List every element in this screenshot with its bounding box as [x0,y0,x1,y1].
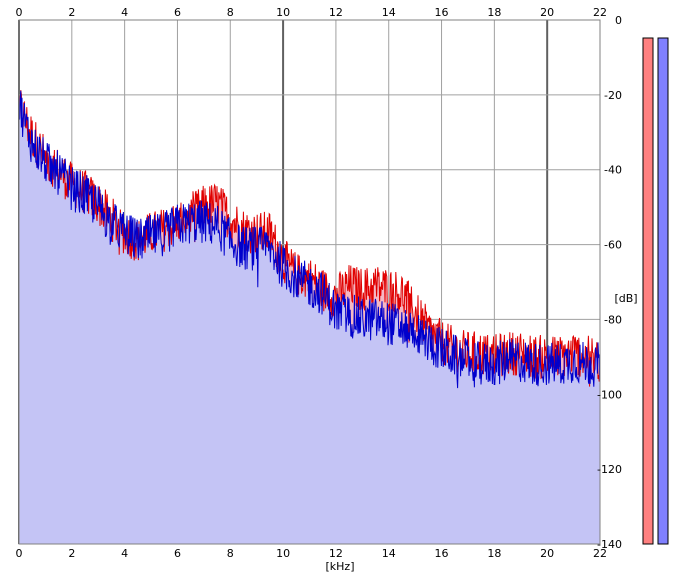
x-tick-label-bottom: 20 [540,547,554,560]
spectrum-areas [19,90,600,545]
x-tick-label-bottom: 8 [227,547,234,560]
x-axis-label: [kHz] [326,560,355,573]
x-tick-label-bottom: 2 [68,547,75,560]
x-tick-label-top: 14 [382,6,396,19]
x-tick-label-bottom: 4 [121,547,128,560]
x-tick-label-bottom: 16 [435,547,449,560]
y-tick-label: -120 [597,463,622,476]
y-tick-label: -60 [604,239,622,252]
level-meters [642,37,669,545]
y-axis-label: [dB] [614,292,637,305]
y-tick-label: 0 [615,14,622,27]
x-tick-label-top: 2 [68,6,75,19]
x-tick-label-top: 0 [16,6,23,19]
x-tick-label-bottom: 0 [16,547,23,560]
x-tick-label-top: 4 [121,6,128,19]
left-level-meter [642,37,654,545]
right-level-meter [657,37,669,545]
x-tick-label-top: 6 [174,6,181,19]
x-tick-label-bottom: 6 [174,547,181,560]
x-tick-label-top: 12 [329,6,343,19]
y-tick-label: -80 [604,313,622,326]
spectrum-lines [18,90,601,389]
plot-frame [18,19,601,545]
y-tick-label: -100 [597,388,622,401]
x-tick-label-top: 16 [435,6,449,19]
x-tick-label-top: 22 [593,6,607,19]
x-tick-label-top: 10 [276,6,290,19]
x-tick-label-bottom: 10 [276,547,290,560]
right-channel-line [18,90,601,389]
y-tick-label: -40 [604,164,622,177]
right-channel-area [19,90,600,545]
x-tick-label-bottom: 22 [593,547,607,560]
x-tick-label-bottom: 18 [487,547,501,560]
x-tick-label-bottom: 12 [329,547,343,560]
x-tick-label-top: 20 [540,6,554,19]
y-tick-label: -20 [604,89,622,102]
x-tick-label-bottom: 14 [382,547,396,560]
x-tick-label-top: 18 [487,6,501,19]
axis-ticks: 002244668810101212141416161818202022220-… [16,6,623,560]
y-tick-label: -140 [597,538,622,551]
x-tick-label-top: 8 [227,6,234,19]
